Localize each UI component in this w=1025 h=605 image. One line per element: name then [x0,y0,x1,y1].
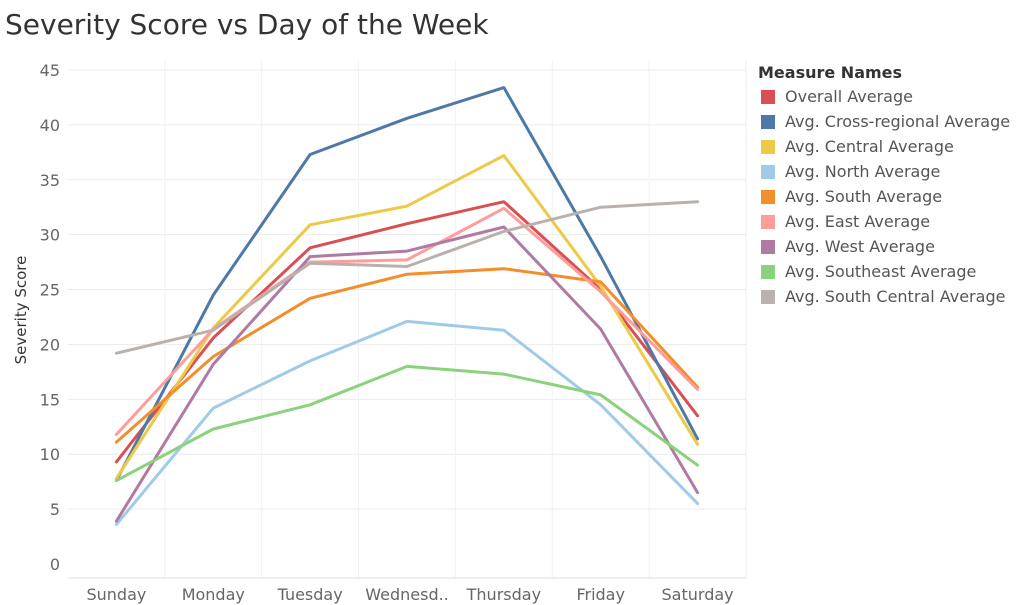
legend-swatch [761,189,775,204]
legend-swatch [761,239,775,254]
legend-label: Avg. South Central Average [785,287,1006,306]
legend-label: Avg. West Average [785,237,935,256]
series-line [114,154,700,480]
y-tick-label: 10 [40,445,60,464]
legend-swatch [761,114,775,129]
series-line [114,225,700,523]
x-tick-label: Sunday [86,585,146,604]
legend-title: Measure Names [758,63,903,82]
series-line [114,364,700,483]
series-line [114,86,700,483]
legend-item[interactable]: Avg. West Average [758,234,1010,259]
series-line [114,319,700,526]
y-tick-label: 40 [40,116,60,135]
y-tick-label: 20 [40,335,60,354]
x-tick-label: Friday [576,585,625,604]
legend-label: Avg. East Average [785,212,931,231]
legend: Measure Names Overall Average Avg. Cross-… [758,62,1010,309]
legend-item[interactable]: Avg. South Central Average [758,284,1010,309]
legend-swatch [761,264,775,279]
chart-title: Severity Score vs Day of the Week [5,8,489,41]
legend-item[interactable]: Avg. North Average [758,159,1010,184]
legend-swatch [761,139,775,154]
series-line [114,267,700,444]
y-tick-label: 30 [40,226,60,245]
legend-item[interactable]: Avg. Central Average [758,134,1010,159]
legend-label: Avg. Central Average [785,137,954,156]
legend-label: Avg. Cross-regional Average [785,112,1011,131]
x-tick-label: Thursday [466,585,541,604]
y-tick-label: 35 [40,171,60,190]
y-tick-label: 5 [50,500,60,519]
x-tick-label: Monday [182,585,245,604]
series-line [114,200,700,464]
legend-label: Avg. North Average [785,162,941,181]
y-tick-label: 15 [40,390,60,409]
x-tick-label: Tuesday [277,585,343,604]
series-line [114,200,700,355]
legend-label: Avg. South Average [785,187,943,206]
legend-item[interactable]: Avg. Southeast Average [758,259,1010,284]
legend-label: Avg. Southeast Average [785,262,977,281]
legend-swatch [761,164,775,179]
legend-item[interactable]: Avg. Cross-regional Average [758,109,1010,134]
legend-item[interactable]: Avg. East Average [758,209,1010,234]
legend-swatch [761,289,775,304]
y-tick-label: 0 [50,555,60,574]
legend-item[interactable]: Overall Average [758,84,1010,109]
legend-label: Overall Average [785,87,913,106]
x-tick-label: Saturday [662,585,734,604]
legend-item[interactable]: Avg. South Average [758,184,1010,209]
y-tick-label: 45 [40,61,60,80]
legend-swatch [761,89,775,104]
legend-swatch [761,214,775,229]
legend-items: Overall Average Avg. Cross-regional Avera… [758,84,1010,309]
x-tick-label: Wednesd.. [365,585,449,604]
line-chart-plot: 0 5 10 15 20 25 30 35 40 45 Sunday Monday Tuesday Wed… [40,60,747,604]
y-tick-label: 25 [40,281,60,300]
